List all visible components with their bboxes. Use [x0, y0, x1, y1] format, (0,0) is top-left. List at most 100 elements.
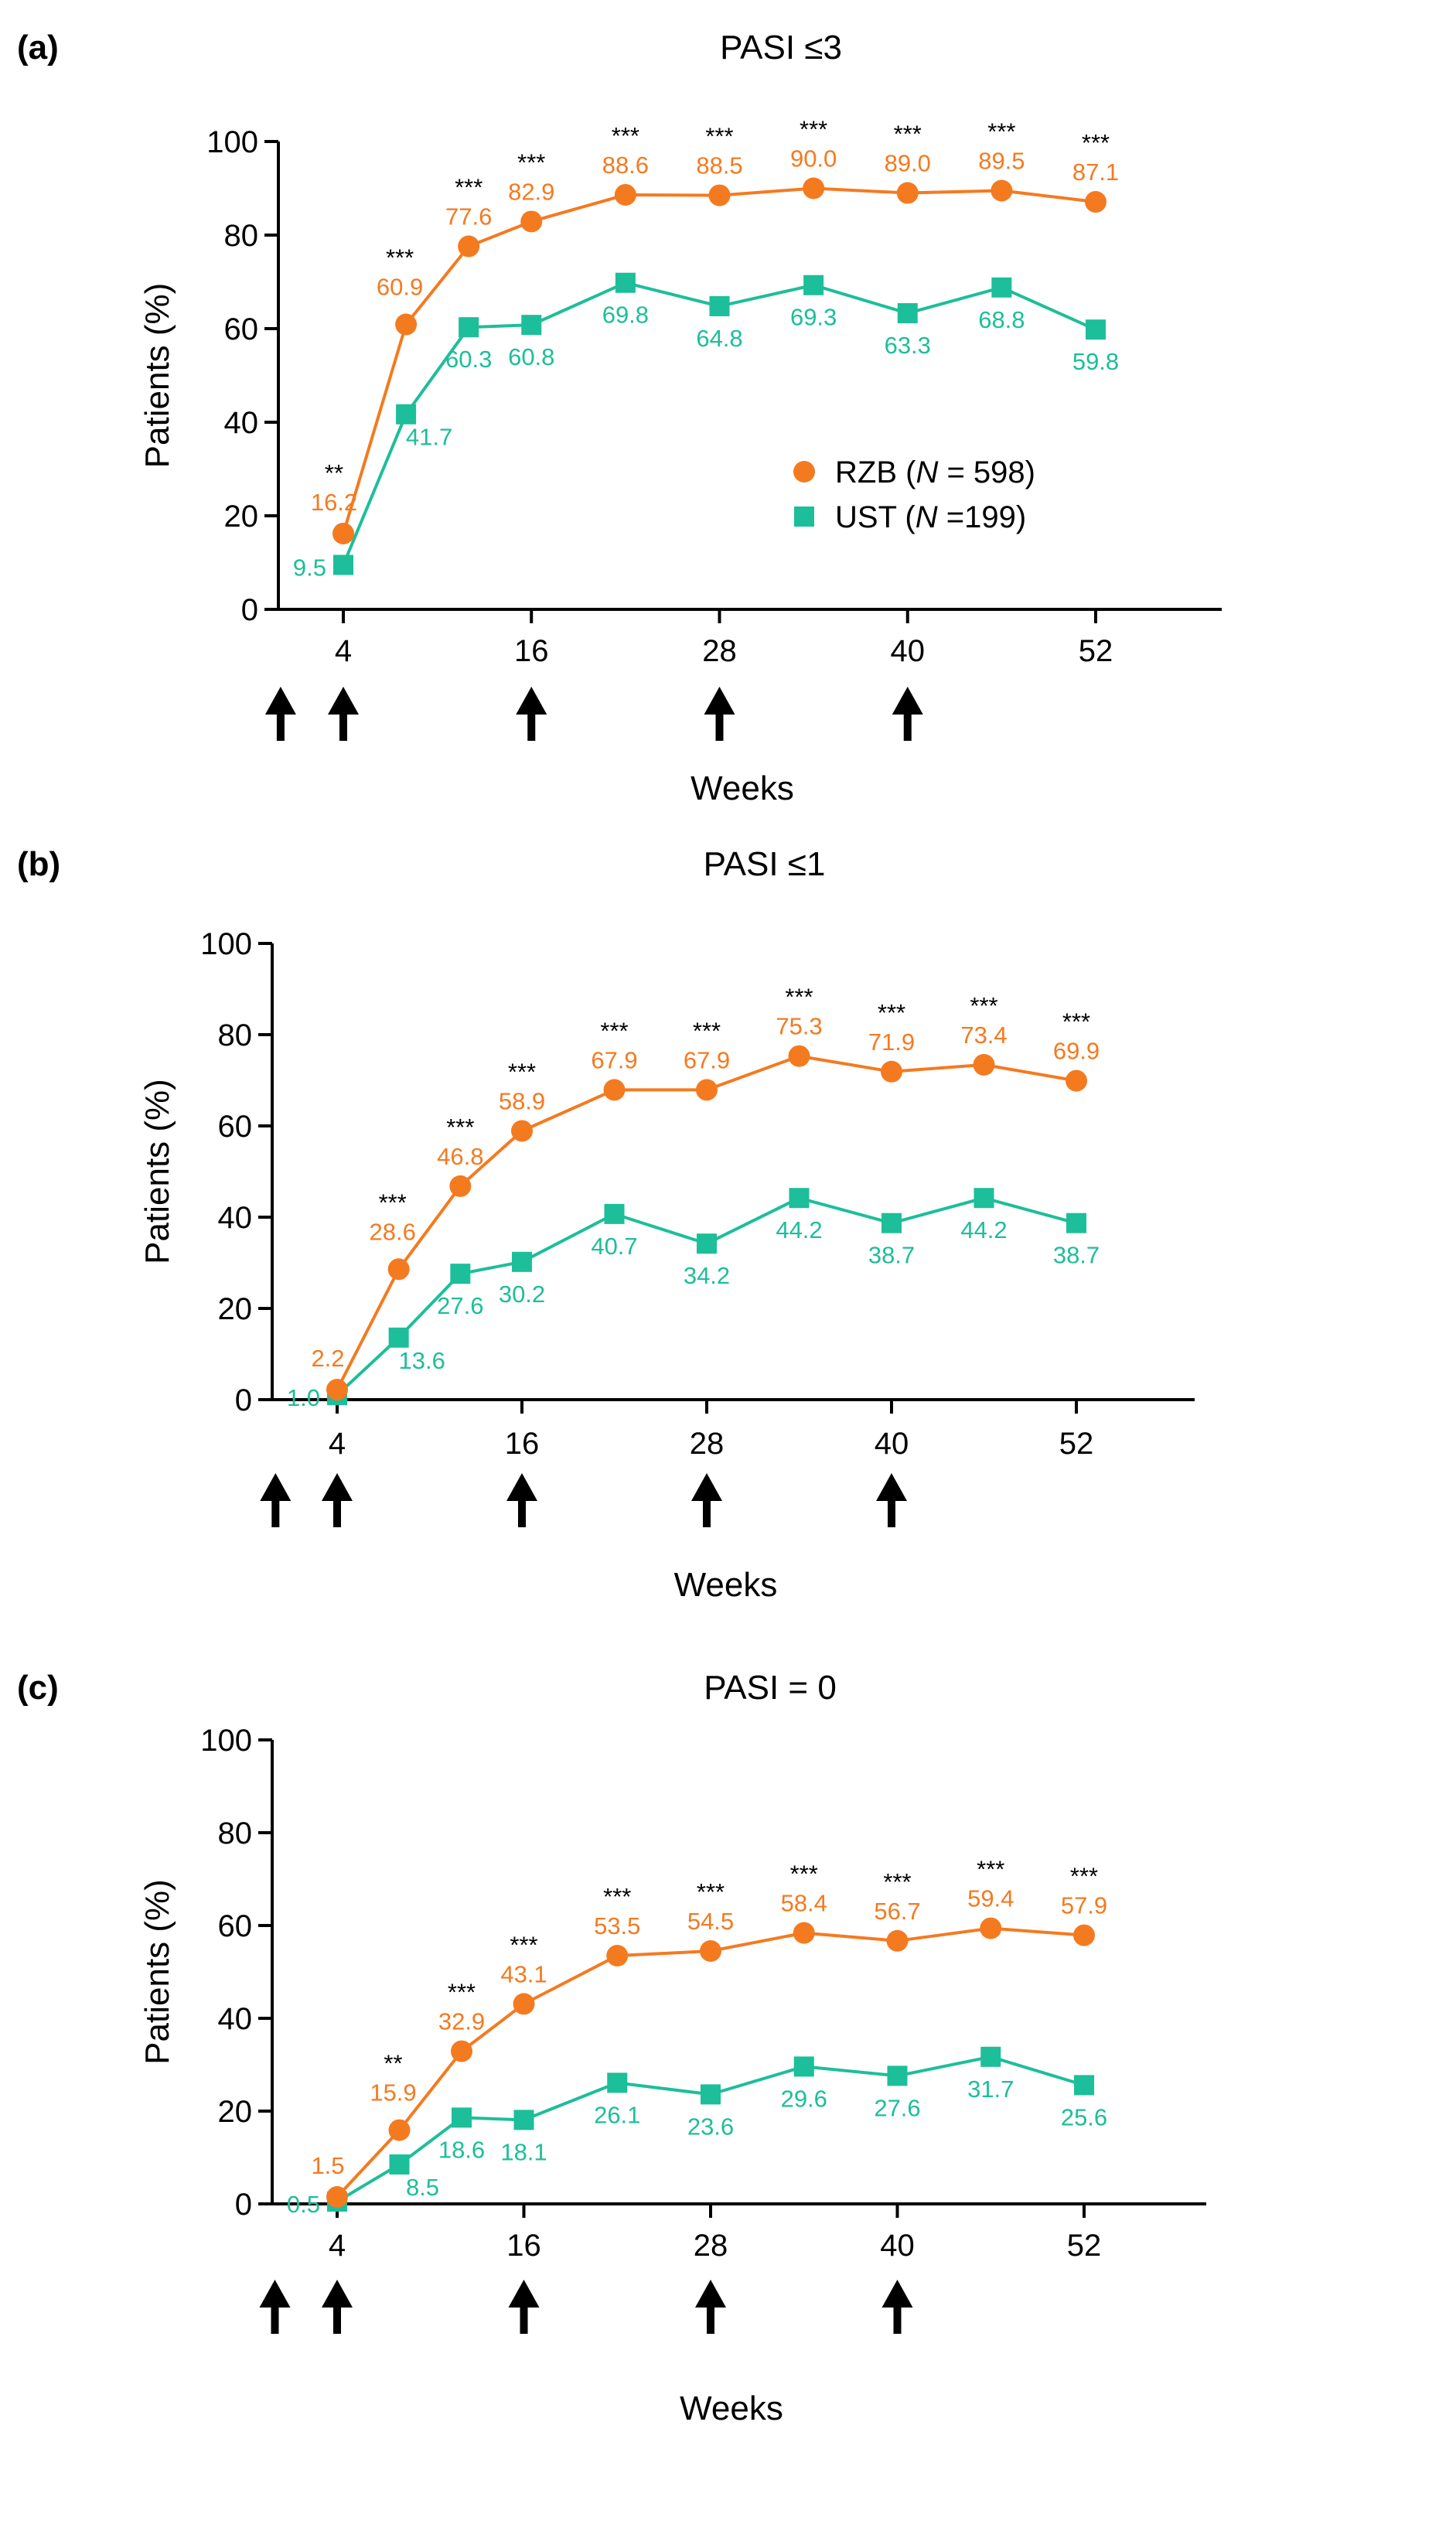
y-tick-label: 80 — [218, 1018, 253, 1052]
dosing-arrow-icon — [260, 1473, 292, 1501]
data-point-ust — [980, 2046, 1001, 2067]
data-point-rzb — [991, 179, 1013, 202]
data-label-rzb: 69.9 — [1053, 1038, 1100, 1065]
y-tick-label: 100 — [200, 927, 252, 961]
data-point-rzb — [896, 182, 919, 204]
data-label-ust: 8.5 — [406, 2174, 439, 2201]
data-point-rzb — [788, 1045, 810, 1067]
significance-label: *** — [697, 1878, 725, 1905]
significance-label: ** — [325, 459, 343, 486]
data-label-ust: 13.6 — [398, 1347, 445, 1374]
data-label-ust: 64.8 — [696, 325, 742, 352]
y-tick-label: 0 — [241, 593, 258, 627]
series-line-rzb — [336, 1054, 1077, 1390]
significance-label: *** — [448, 1979, 476, 2006]
data-label-rzb: 43.1 — [500, 1960, 547, 1987]
data-point-rzb — [326, 1379, 348, 1401]
data-label-rzb: 90.0 — [790, 145, 837, 172]
legend-marker-rzb — [793, 461, 815, 483]
data-label-ust: 1.0 — [287, 1384, 320, 1411]
data-label-rzb: 15.9 — [370, 2079, 416, 2106]
dosing-arrow-icon — [881, 2280, 913, 2308]
panel-letter: (b) — [17, 845, 60, 883]
data-label-ust: 63.3 — [885, 332, 931, 359]
data-label-ust: 41.7 — [406, 424, 452, 451]
data-label-rzb: 56.7 — [874, 1898, 920, 1925]
data-label-rzb: 82.9 — [508, 178, 554, 205]
y-tick-label: 60 — [218, 1909, 253, 1943]
data-point-ust — [789, 1188, 810, 1209]
x-tick-label: 40 — [891, 634, 926, 668]
series-line-rzb — [342, 186, 1096, 534]
significance-label: *** — [894, 121, 922, 148]
x-tick-label: 16 — [506, 2229, 541, 2263]
y-axis-title: Patients (%) — [138, 1079, 176, 1264]
significance-label: *** — [508, 1058, 536, 1085]
series-line-ust — [336, 2055, 1085, 2203]
data-point-ust — [459, 317, 479, 338]
y-tick-label: 80 — [218, 1816, 253, 1850]
y-tick-label: 100 — [206, 125, 258, 159]
data-point-rzb — [1066, 1069, 1087, 1092]
data-point-rzb — [332, 522, 354, 544]
data-point-ust — [897, 303, 918, 324]
data-label-rzb: 67.9 — [684, 1046, 730, 1073]
legend-marker-ust — [794, 507, 814, 527]
dosing-arrow-icon — [264, 687, 296, 715]
dosing-arrow-icon — [328, 687, 359, 715]
significance-label: *** — [510, 1931, 537, 1958]
significance-label: *** — [1062, 1008, 1090, 1035]
data-point-rzb — [520, 210, 543, 233]
data-label-rzb: 32.9 — [438, 2008, 485, 2035]
dosing-arrow-icon — [506, 1473, 537, 1501]
data-label-rzb: 58.4 — [781, 1890, 827, 1917]
data-point-ust — [793, 2056, 814, 2077]
data-label-ust: 31.7 — [967, 2076, 1014, 2103]
chart-panel: (b) PASI ≤1 0 20 40 60 80 100 4 16 28 40 52 Patients … — [17, 845, 1195, 1604]
data-label-ust: 0.5 — [287, 2191, 320, 2218]
significance-label: *** — [1070, 1863, 1098, 1890]
y-tick-label: 20 — [218, 2095, 253, 2129]
y-tick-label: 20 — [218, 1292, 253, 1326]
data-label-rzb: 2.2 — [311, 1345, 344, 1372]
data-point-ust — [521, 315, 542, 336]
data-point-ust — [991, 277, 1012, 298]
dosing-arrow-icon — [508, 2280, 540, 2308]
y-tick-label: 0 — [235, 2188, 252, 2222]
data-point-rzb — [1085, 191, 1106, 213]
data-label-rzb: 71.9 — [868, 1028, 915, 1056]
significance-label: *** — [379, 1189, 407, 1216]
legend-label-ust: UST (N =199) — [835, 500, 1026, 534]
significance-label: *** — [987, 118, 1015, 145]
data-label-ust: 29.6 — [781, 2085, 827, 2112]
chart-panel: (c) PASI = 0 0 20 40 60 80 100 4 16 28 40 52 Patients… — [17, 1669, 1206, 2427]
series-line-ust — [336, 1196, 1077, 1397]
y-tick-label: 40 — [218, 1201, 253, 1235]
data-label-rzb: 1.5 — [311, 2152, 344, 2179]
data-label-rzb: 59.4 — [967, 1885, 1014, 1912]
data-point-rzb — [793, 1922, 815, 1944]
data-label-ust: 38.7 — [868, 1242, 915, 1269]
data-label-ust: 27.6 — [874, 2094, 920, 2121]
data-point-ust — [881, 1213, 902, 1233]
panel-letter: (c) — [17, 1669, 59, 1707]
significance-label: *** — [446, 1114, 474, 1141]
data-point-rzb — [886, 1929, 909, 1952]
significance-label: ** — [384, 2050, 402, 2077]
data-label-ust: 59.8 — [1072, 348, 1119, 375]
data-point-ust — [396, 404, 417, 425]
dosing-arrow-icon — [704, 687, 735, 715]
significance-label: *** — [883, 1868, 911, 1895]
dosing-arrow-icon — [322, 2280, 353, 2308]
data-label-ust: 40.7 — [591, 1233, 637, 1260]
significance-label: *** — [790, 1861, 818, 1888]
data-point-ust — [709, 295, 730, 316]
data-label-ust: 69.3 — [790, 304, 837, 331]
data-label-ust: 38.7 — [1053, 1242, 1100, 1269]
dosing-arrow-icon — [892, 687, 923, 715]
significance-label: *** — [705, 123, 733, 150]
y-tick-label: 20 — [224, 500, 259, 534]
data-point-rzb — [326, 2186, 348, 2208]
x-tick-label: 52 — [1067, 2229, 1102, 2263]
data-point-ust — [388, 1327, 409, 1348]
